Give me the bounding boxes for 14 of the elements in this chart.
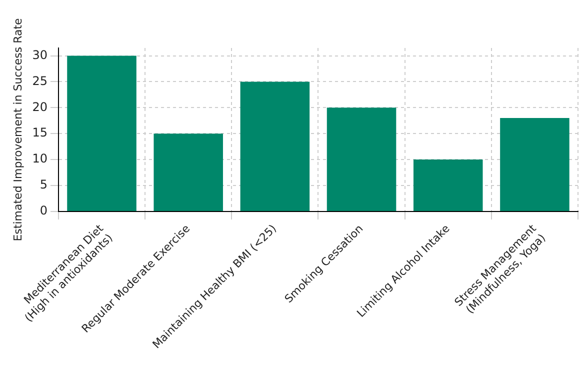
y-tick-label: 20: [32, 100, 48, 114]
y-tick-label: 15: [32, 126, 48, 140]
bar: [67, 56, 136, 211]
y-tick-label: 30: [32, 48, 48, 62]
y-tick-label: 10: [32, 152, 48, 166]
y-axis-title: Estimated Improvement in Success Rate: [11, 18, 24, 242]
y-tick-label: 25: [32, 74, 48, 88]
y-tick-label: 0: [40, 204, 48, 218]
bar: [240, 82, 310, 211]
bar: [500, 118, 570, 211]
bar: [413, 160, 483, 211]
bar: [154, 134, 223, 211]
bar: [326, 108, 396, 211]
y-tick-label: 5: [40, 178, 48, 192]
